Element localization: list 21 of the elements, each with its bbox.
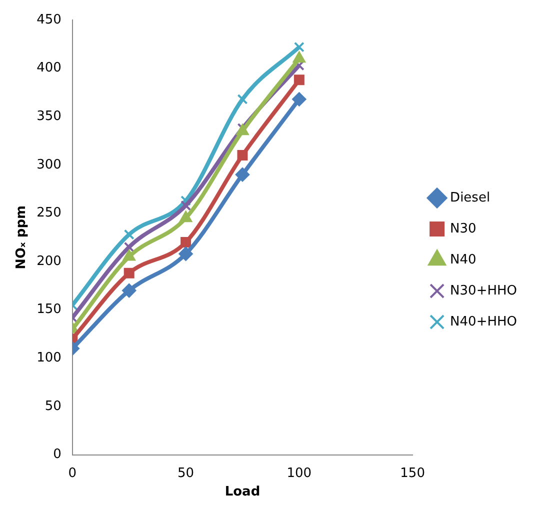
y-tick-label: 50 [44, 398, 62, 414]
y-tick-label: 450 [36, 12, 62, 28]
x-tick-label: 0 [68, 466, 77, 481]
y-tick-label: 0 [53, 447, 62, 462]
y-tick-label: 100 [36, 350, 62, 366]
y-tick-label: 350 [36, 108, 62, 124]
legend-label: Diesel [450, 190, 490, 206]
y-tick-label: 150 [36, 302, 62, 318]
x-tick-label: 50 [178, 466, 194, 481]
x-tick-label: 100 [286, 466, 312, 481]
legend-label: N30+HHO [450, 283, 518, 298]
y-tick-label: 300 [36, 157, 62, 172]
legend-label: N40+HHO [450, 314, 518, 330]
y-axis-title: NOₓ ppm [14, 205, 30, 270]
x-axis-title: Load [224, 484, 260, 500]
legend-label: N40 [450, 252, 476, 268]
y-tick-label: 200 [36, 254, 62, 269]
legend-label: N30 [450, 221, 476, 236]
y-tick-label: 250 [36, 206, 62, 221]
x-tick-label: 150 [400, 466, 425, 481]
y-tick-label: 400 [36, 60, 62, 76]
